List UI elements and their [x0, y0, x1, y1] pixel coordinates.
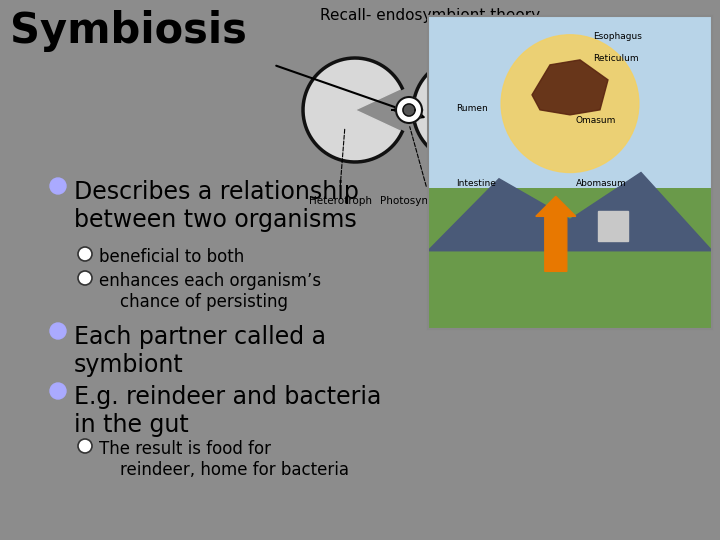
Polygon shape — [478, 100, 498, 120]
Polygon shape — [428, 172, 712, 251]
Text: Intestine: Intestine — [456, 179, 496, 188]
Polygon shape — [532, 60, 608, 115]
Text: Esophagus: Esophagus — [593, 32, 642, 40]
Polygon shape — [571, 104, 583, 116]
Polygon shape — [557, 90, 597, 130]
Bar — [428, 16, 712, 188]
Polygon shape — [413, 58, 514, 162]
Polygon shape — [598, 211, 628, 241]
Text: Abomasum: Abomasum — [576, 179, 626, 188]
Circle shape — [78, 439, 92, 453]
Text: Rumen: Rumen — [456, 104, 488, 113]
FancyArrow shape — [536, 197, 576, 272]
Text: beneficial to both: beneficial to both — [99, 248, 244, 266]
Text: Heterotroph: Heterotroph — [308, 196, 372, 206]
Polygon shape — [564, 97, 590, 123]
Circle shape — [78, 271, 92, 285]
Polygon shape — [303, 58, 402, 162]
Circle shape — [50, 323, 66, 339]
Bar — [428, 16, 712, 329]
Text: enhances each organism’s
    chance of persisting: enhances each organism’s chance of persi… — [99, 272, 321, 311]
Circle shape — [78, 247, 92, 261]
Text: Symbiosis: Symbiosis — [10, 10, 247, 52]
Circle shape — [50, 178, 66, 194]
Text: Recall- endosymbiont theory: Recall- endosymbiont theory — [320, 8, 540, 23]
Circle shape — [50, 383, 66, 399]
Polygon shape — [403, 104, 415, 116]
Text: Omasum: Omasum — [576, 116, 616, 125]
Bar — [428, 188, 712, 329]
Text: E.g. reindeer and bacteria
in the gut: E.g. reindeer and bacteria in the gut — [74, 385, 382, 437]
Polygon shape — [513, 58, 617, 162]
Text: Each partner called a
symbiont: Each partner called a symbiont — [74, 325, 326, 377]
Text: Photosynthetic ce: Photosynthetic ce — [380, 196, 474, 206]
Text: Reticulum: Reticulum — [593, 53, 639, 63]
Polygon shape — [483, 105, 493, 115]
Polygon shape — [470, 92, 504, 128]
Text: The result is food for
    reindeer, home for bacteria: The result is food for reindeer, home fo… — [99, 440, 349, 479]
Polygon shape — [396, 97, 422, 123]
Text: Describes a relationship
between two organisms: Describes a relationship between two org… — [74, 180, 359, 232]
Circle shape — [501, 35, 639, 172]
